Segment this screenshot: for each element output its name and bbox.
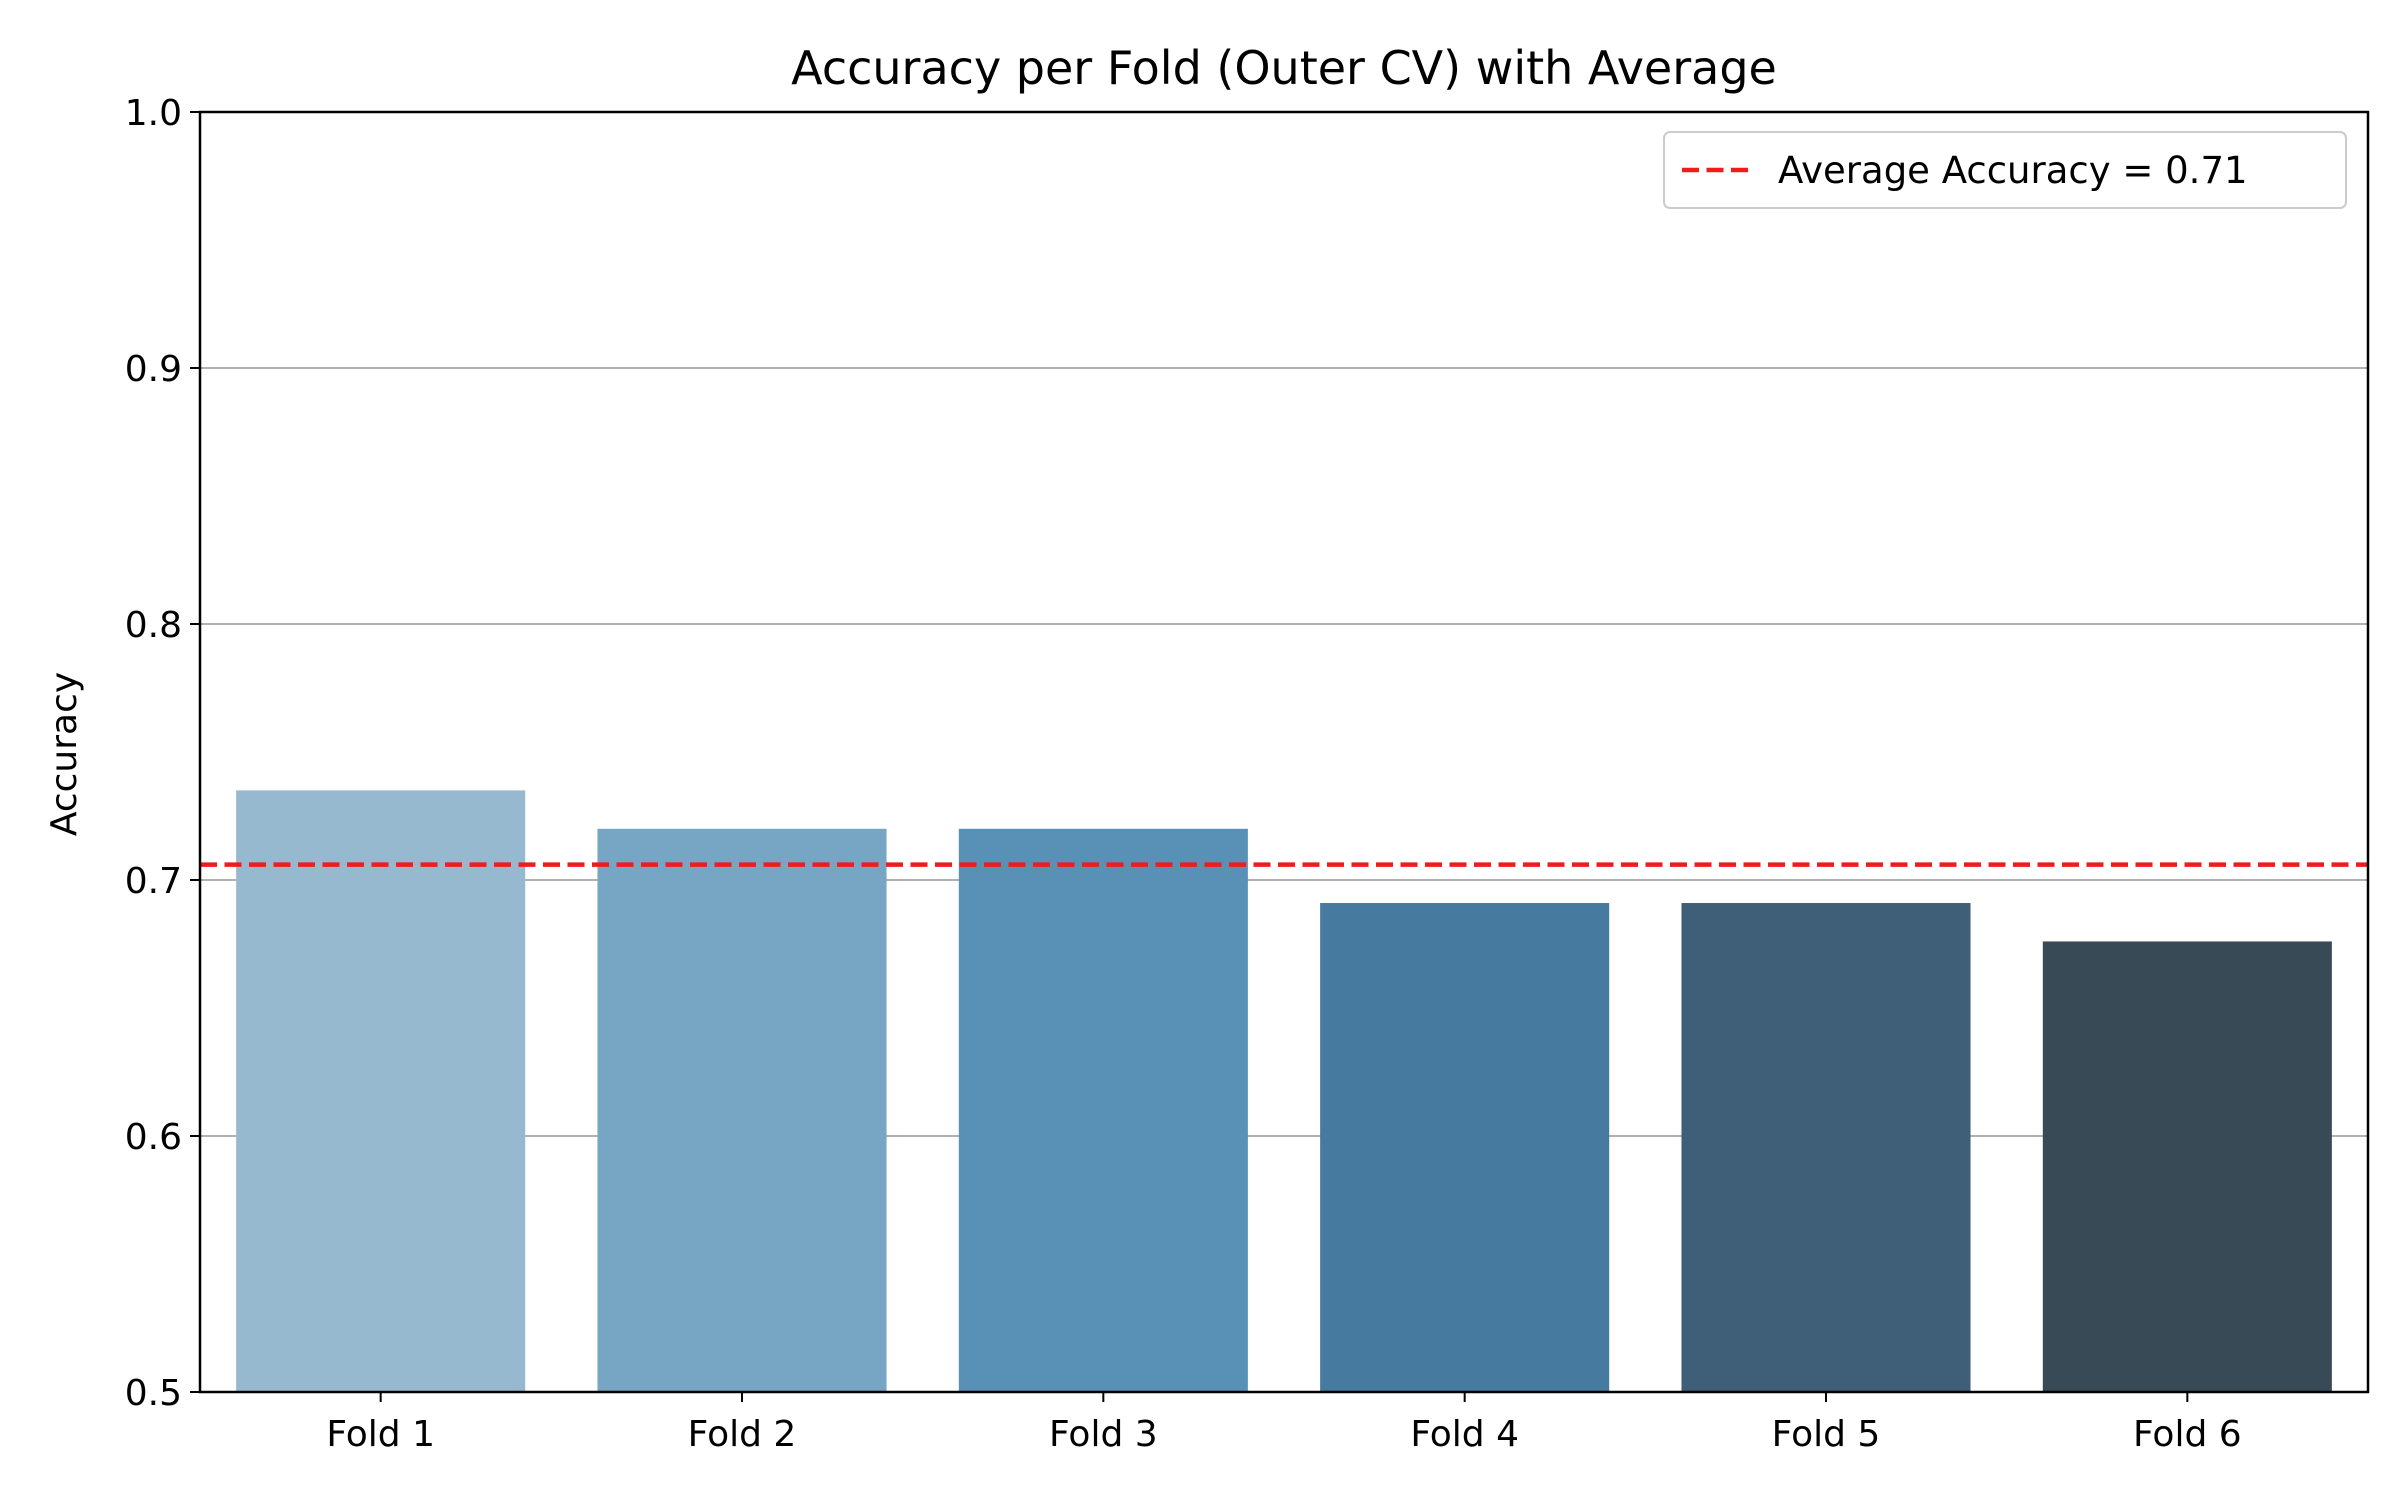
bar-fold-5 (1681, 903, 1971, 1392)
y-tick-label: 0.7 (125, 861, 182, 902)
bar-fold-3 (958, 828, 1248, 1392)
x-tick-label: Fold 3 (1049, 1414, 1158, 1455)
bar-fold-4 (1320, 903, 1610, 1392)
plot-frame (198, 110, 2370, 1394)
x-tick-label: Fold 1 (326, 1414, 435, 1455)
y-tick-label: 0.6 (125, 1117, 182, 1158)
axes (198, 110, 2370, 1394)
bars (236, 790, 2332, 1392)
x-tick-label: Fold 6 (2133, 1414, 2242, 1455)
legend-box (1663, 131, 2347, 209)
legend: Average Accuracy = 0.71 (1663, 131, 2347, 209)
y-tick-label: 0.5 (125, 1373, 182, 1414)
chart-title: Accuracy per Fold (Outer CV) with Averag… (791, 41, 1777, 95)
y-tick-label: 0.9 (125, 349, 182, 390)
ticks: 0.5 0.6 0.7 0.8 0.9 1.0 Fold 1 Fold 2 Fold 3 Fold… (125, 93, 2242, 1455)
y-tick-label: 1.0 (125, 93, 182, 134)
y-axis-title: Accuracy (44, 672, 85, 836)
legend-label-average: Average Accuracy = 0.71 (1778, 149, 2248, 192)
y-tick-label: 0.8 (125, 605, 182, 646)
x-tick-label: Fold 5 (1772, 1414, 1881, 1455)
x-tick-label: Fold 4 (1410, 1414, 1519, 1455)
x-tick-label: Fold 2 (688, 1414, 797, 1455)
bar-fold-1 (236, 790, 526, 1392)
bar-fold-2 (597, 828, 887, 1392)
bar-fold-6 (2042, 941, 2332, 1392)
